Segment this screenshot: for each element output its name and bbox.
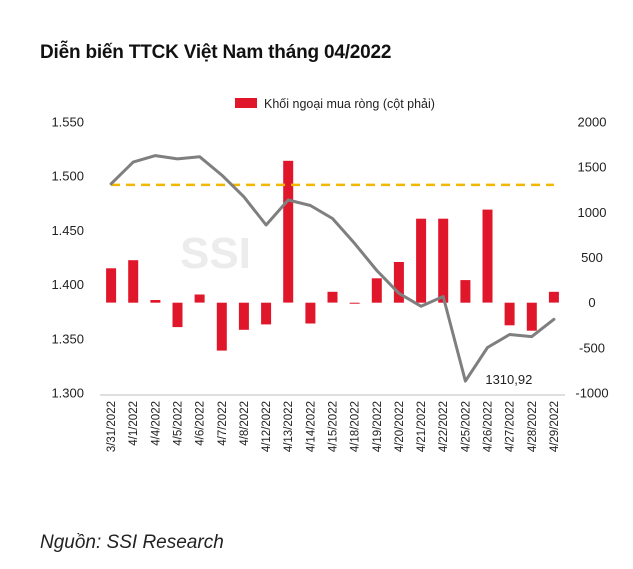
x-tick-label: 4/19/2022	[372, 401, 384, 452]
bar-4/25/2022	[460, 280, 471, 303]
bar-4/8/2022	[238, 302, 249, 330]
chart-title: Diễn biến TTCK Việt Nam tháng 04/2022	[40, 42, 392, 63]
bar-4/22/2022	[438, 218, 449, 303]
watermark: SSI	[180, 229, 251, 278]
left-tick-label: 1.500	[51, 169, 84, 184]
bar-4/14/2022	[305, 302, 316, 324]
bar-4/5/2022	[172, 302, 183, 328]
x-tick-label: 4/21/2022	[416, 401, 428, 452]
x-tick-label: 4/20/2022	[394, 401, 406, 452]
bar-4/19/2022	[371, 278, 382, 303]
x-tick-label: 4/15/2022	[328, 401, 340, 452]
right-tick-label: 500	[581, 250, 603, 265]
left-tick-label: 1.300	[51, 386, 84, 401]
right-tick-label: -1000	[575, 386, 608, 401]
x-tick-label: 3/31/2022	[106, 401, 118, 452]
x-tick-label: 4/18/2022	[350, 401, 362, 452]
x-tick-label: 4/14/2022	[305, 401, 317, 452]
bar-4/12/2022	[261, 302, 272, 325]
x-tick-label: 4/7/2022	[217, 401, 229, 446]
bar-4/29/2022	[548, 291, 559, 303]
source-note: Nguồn: SSI Research	[40, 532, 224, 553]
x-tick-label: 4/1/2022	[128, 401, 140, 446]
bar-4/28/2022	[526, 302, 537, 331]
left-tick-label: 1.450	[51, 223, 84, 238]
x-tick-label: 4/29/2022	[549, 401, 561, 452]
bar-4/1/2022	[128, 260, 139, 303]
left-tick-label: 1.350	[51, 331, 84, 346]
index-line	[109, 154, 556, 383]
right-tick-label: 2000	[578, 115, 607, 130]
right-tick-label: 0	[588, 295, 595, 310]
bar-4/7/2022	[216, 302, 227, 351]
bar-3/31/2022	[106, 268, 117, 303]
right-tick-label: -500	[579, 340, 605, 355]
bar-4/6/2022	[194, 294, 205, 303]
x-tick-label: 4/4/2022	[150, 401, 162, 446]
x-tick-label: 4/8/2022	[239, 401, 251, 446]
x-tick-label: 4/22/2022	[438, 401, 450, 452]
x-tick-label: 4/25/2022	[460, 401, 472, 452]
min-value-annotation: 1310,92	[485, 372, 532, 387]
bar-4/21/2022	[416, 218, 427, 303]
x-tick-label: 4/26/2022	[483, 401, 495, 452]
left-tick-label: 1.550	[51, 115, 84, 130]
x-tick-label: 4/5/2022	[173, 401, 185, 446]
x-tick-label: 4/13/2022	[283, 401, 295, 452]
x-tick-label: 4/6/2022	[195, 401, 207, 446]
bar-4/18/2022	[349, 302, 360, 304]
legend-label: Khối ngoại mua ròng (cột phải)	[264, 97, 435, 111]
bar-4/20/2022	[393, 262, 404, 303]
bar-4/26/2022	[482, 209, 493, 303]
bar-4/4/2022	[150, 300, 161, 303]
right-tick-label: 1500	[578, 160, 607, 175]
left-tick-label: 1.400	[51, 277, 84, 292]
x-tick-label: 4/27/2022	[505, 401, 517, 452]
legend-swatch	[235, 98, 257, 108]
x-tick-label: 4/12/2022	[261, 401, 273, 452]
right-tick-label: 1000	[578, 205, 607, 220]
x-tick-label: 4/28/2022	[527, 401, 539, 452]
bar-4/15/2022	[327, 291, 338, 303]
bar-4/13/2022	[283, 160, 294, 303]
bar-4/27/2022	[504, 302, 515, 326]
